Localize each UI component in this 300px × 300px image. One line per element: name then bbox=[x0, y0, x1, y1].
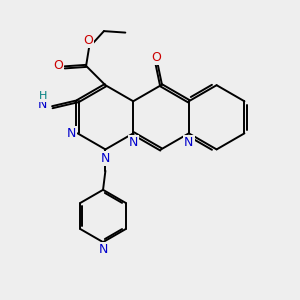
Text: O: O bbox=[152, 51, 161, 64]
Text: N: N bbox=[98, 243, 108, 256]
Text: O: O bbox=[83, 34, 93, 47]
Text: O: O bbox=[53, 59, 63, 72]
Text: N: N bbox=[101, 152, 110, 165]
Text: N: N bbox=[66, 127, 76, 140]
Text: N: N bbox=[184, 136, 194, 149]
Text: H: H bbox=[39, 91, 47, 101]
Text: N: N bbox=[38, 98, 47, 111]
Text: N: N bbox=[128, 136, 138, 149]
